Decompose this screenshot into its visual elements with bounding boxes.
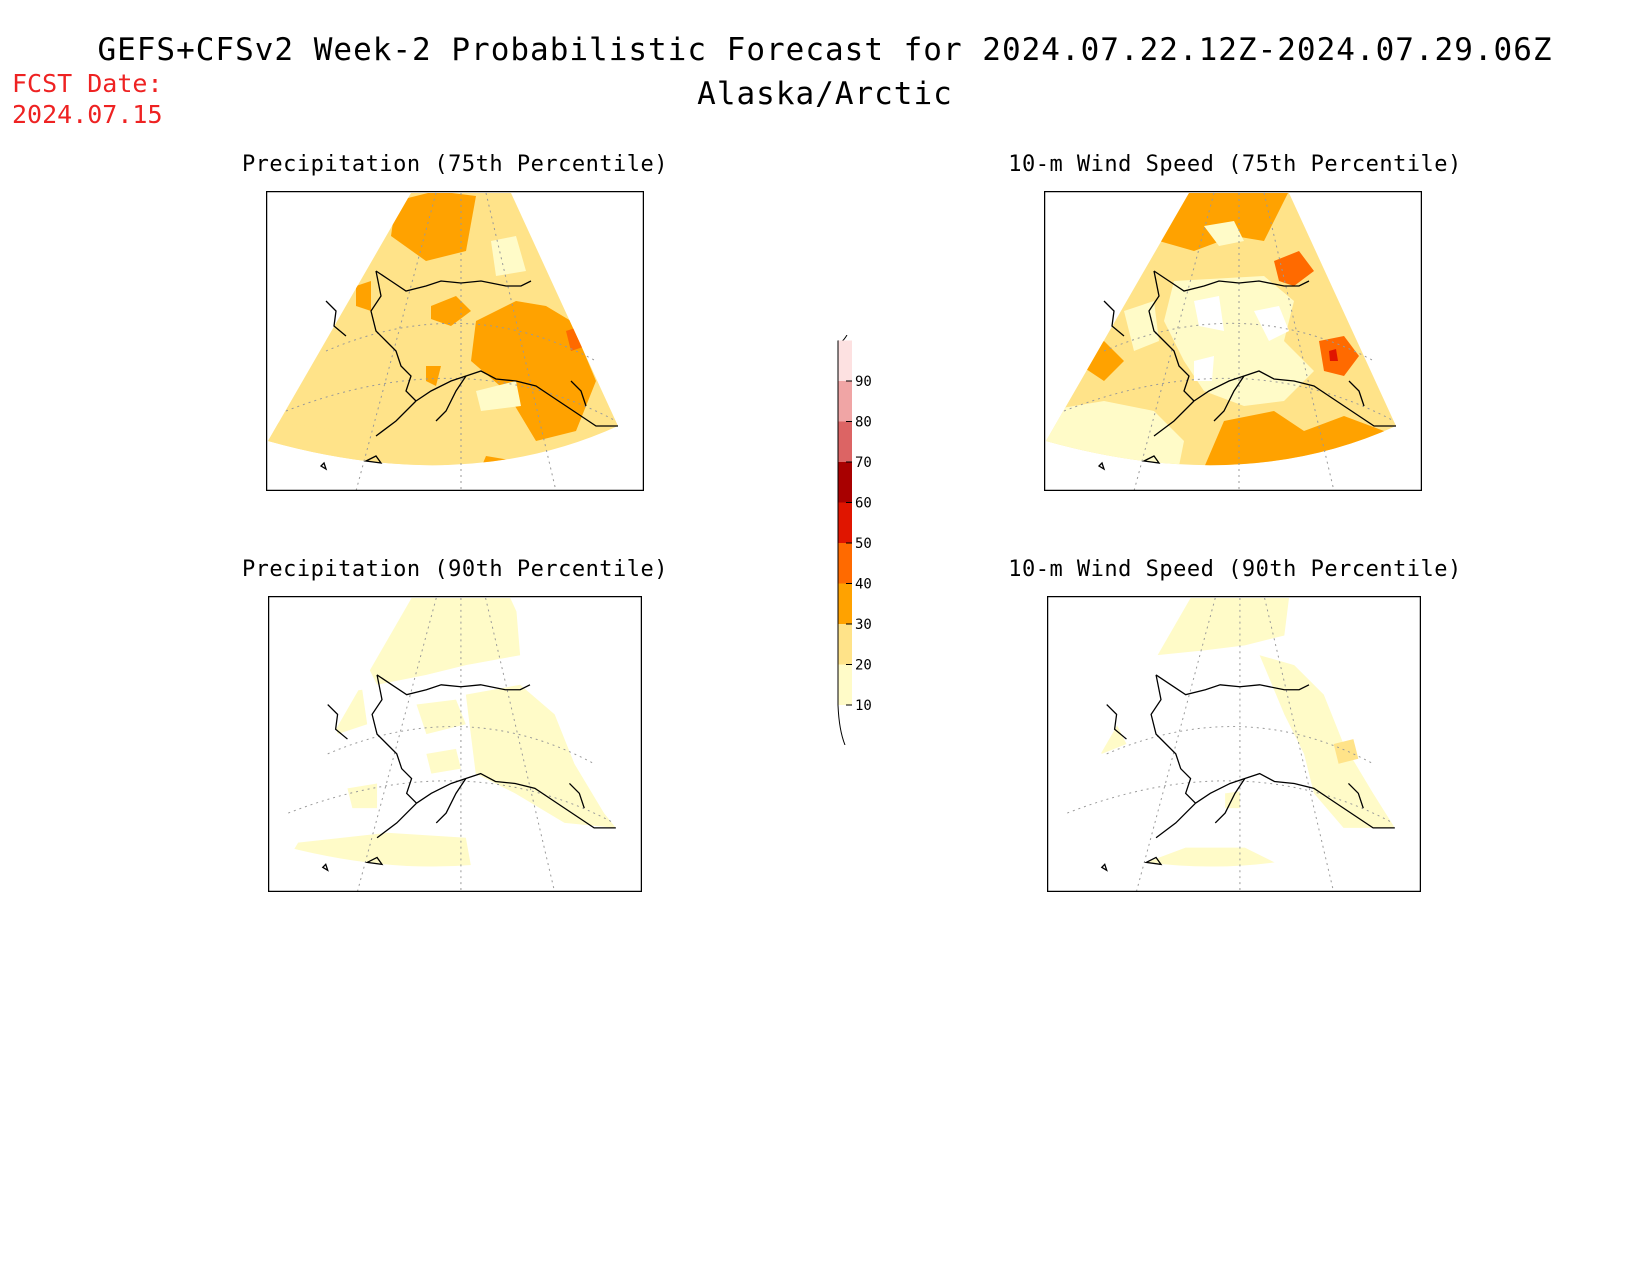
legend-label-40: 40	[855, 577, 872, 593]
panel-title-precip90: Precipitation (90th Percentile)	[241, 557, 669, 582]
legend-label-10: 10	[855, 698, 872, 714]
legend-bar: 10 20 30 40 50 60 70 80 90	[837, 334, 872, 746]
legend-swatch-70	[838, 421, 852, 462]
legend-swatch-30	[838, 583, 852, 624]
main-title: GEFS+CFSv2 Week-2 Probabilistic Forecast…	[97, 32, 1553, 68]
legend-swatch-80	[838, 381, 852, 422]
legend-label-80: 80	[855, 415, 872, 431]
map-panel-wind75	[1044, 191, 1422, 491]
legend-label-70: 70	[855, 455, 872, 471]
legend-bottom-tip	[837, 704, 846, 746]
legend-swatch-90	[838, 340, 852, 381]
legend-label-20: 20	[855, 658, 872, 674]
legend-label-50: 50	[855, 536, 872, 552]
legend-label-90: 90	[855, 374, 872, 390]
legend-label-60: 60	[855, 496, 872, 512]
panel-title-wind75: 10-m Wind Speed (75th Percentile)	[1008, 152, 1462, 177]
forecast-date-label: FCST Date: 2024.07.15	[12, 68, 163, 130]
region-subtitle: Alaska/Arctic	[697, 76, 953, 112]
panel-title-precip75: Precipitation (75th Percentile)	[241, 152, 669, 177]
map-panel-wind90	[1047, 596, 1421, 892]
legend-swatch-60	[838, 462, 852, 503]
legend-label-30: 30	[855, 617, 872, 633]
panel-title-wind90: 10-m Wind Speed (90th Percentile)	[1008, 557, 1462, 582]
legend-swatch-10	[838, 664, 852, 705]
fcst-date-value: 2024.07.15	[12, 100, 163, 129]
legend-swatch-40	[838, 543, 852, 584]
map-panel-precip75	[266, 191, 644, 491]
fcst-date-heading: FCST Date:	[12, 69, 163, 98]
legend-swatch-50	[838, 502, 852, 543]
legend-swatch-20	[838, 624, 852, 665]
color-legend: 10 20 30 40 50 60 70 80 90	[820, 334, 900, 746]
map-panel-precip90	[268, 596, 642, 892]
